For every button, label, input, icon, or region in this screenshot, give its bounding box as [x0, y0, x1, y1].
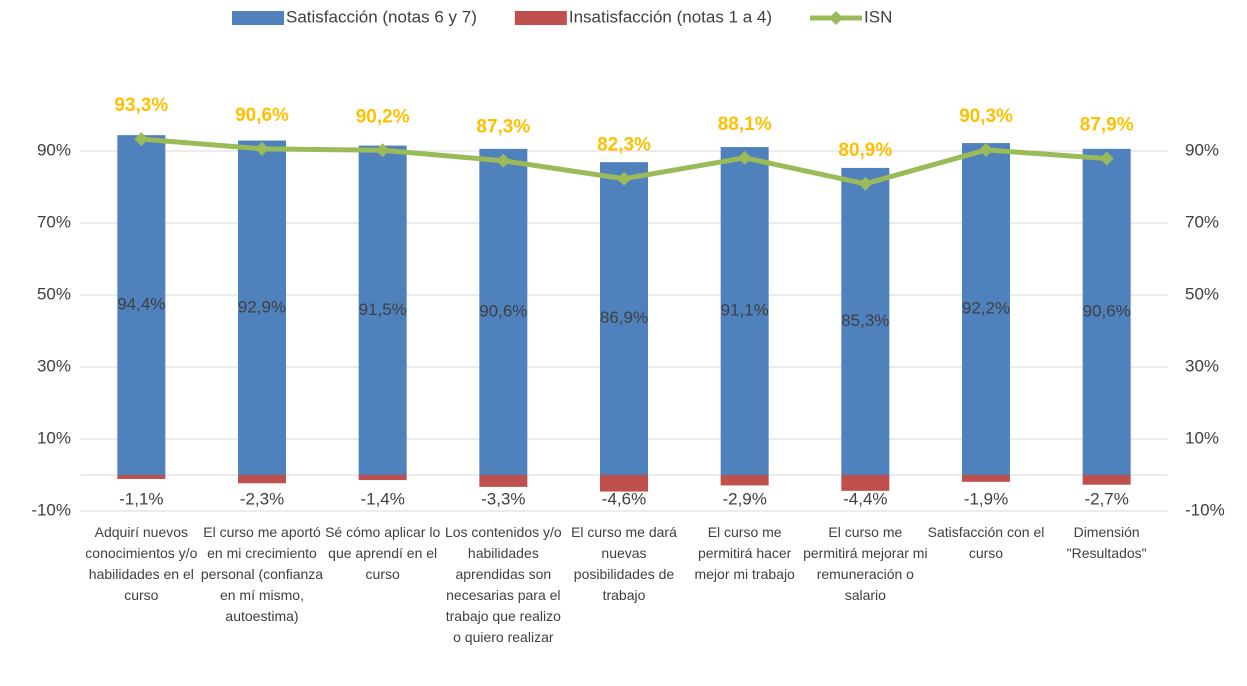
data-label: 93,3%: [114, 95, 168, 116]
line-marker: [496, 153, 511, 168]
y2-tick-label: -10%: [1185, 500, 1225, 519]
data-label: -1,1%: [119, 489, 163, 508]
y-tick-label: 50%: [37, 284, 71, 303]
data-label: 90,6%: [235, 105, 289, 126]
x-tick-label: Sé cómo aplicar lo que aprendí en el cur…: [325, 524, 441, 582]
data-label: 91,1%: [721, 301, 769, 320]
y2-tick-label: 90%: [1185, 140, 1219, 159]
data-label: 94,4%: [117, 295, 165, 314]
data-label: -1,4%: [360, 489, 404, 508]
y2-tick-label: 10%: [1185, 428, 1219, 447]
data-label: -1,9%: [964, 489, 1008, 508]
y-tick-label: 30%: [37, 356, 71, 375]
bar: [962, 143, 1010, 475]
x-tick-label: Satisfacción con el curso: [927, 524, 1045, 561]
line-marker: [1099, 151, 1114, 166]
bar: [358, 475, 407, 481]
bar: [1082, 475, 1131, 485]
data-label: 80,9%: [838, 140, 892, 161]
bar: [117, 135, 166, 475]
y2-tick-label: 70%: [1185, 212, 1219, 231]
y2-tick-label: 30%: [1185, 356, 1219, 375]
data-label: 90,6%: [479, 301, 527, 320]
line-marker: [979, 142, 993, 157]
bar: [479, 148, 528, 475]
data-label: 87,3%: [476, 117, 530, 138]
y-tick-label: 70%: [37, 212, 71, 231]
data-label: 92,9%: [238, 297, 286, 316]
bar: [479, 475, 528, 487]
bar: [841, 167, 890, 476]
legend-swatch: [232, 11, 284, 25]
bar: [1082, 148, 1131, 475]
y2-tick-label: 50%: [1185, 284, 1219, 303]
legend-swatch: [514, 11, 567, 25]
bar: [600, 162, 648, 475]
data-label: 90,2%: [356, 106, 410, 127]
line-marker: [134, 132, 149, 147]
data-label: -4,4%: [843, 489, 887, 508]
x-tick-label: El curso me aportó en mi crecimiento per…: [200, 524, 324, 624]
bar: [841, 475, 890, 491]
data-label: 82,3%: [597, 135, 651, 156]
data-label: -2,7%: [1084, 489, 1128, 508]
y-tick-label: 90%: [37, 140, 71, 159]
y-tick-label: -10%: [31, 500, 71, 519]
x-tick-label: El curso me dará nuevas posibilidades de…: [571, 524, 677, 603]
line-marker: [617, 171, 631, 186]
bar: [238, 140, 286, 475]
bar: [358, 145, 407, 475]
line-marker: [375, 143, 390, 158]
x-tick-label: El curso me permitirá hacer mejor mi tra…: [694, 524, 795, 582]
bar: [720, 475, 769, 486]
data-label: -4,6%: [602, 489, 646, 508]
data-label: 86,9%: [600, 308, 648, 327]
data-label: -2,3%: [240, 489, 284, 508]
x-tick-label: Los contenidos y/o habilidades aprendida…: [444, 524, 562, 645]
data-label: 90,3%: [959, 106, 1013, 127]
bar: [117, 475, 166, 479]
data-label: 92,2%: [962, 299, 1010, 318]
legend-label: Insatisfacción (notas 1 a 4): [569, 7, 772, 26]
data-label: 91,5%: [359, 300, 407, 319]
legend-label: Satisfacción (notas 6 y 7): [286, 7, 477, 26]
data-label: 88,1%: [718, 114, 772, 135]
bar: [720, 147, 769, 476]
x-tick-label: El curso me permitirá mejorar mi remuner…: [803, 524, 928, 603]
legend-swatch: [829, 11, 844, 25]
line-marker: [737, 150, 752, 165]
x-tick-label: Dimensión "Resultados": [1066, 524, 1147, 561]
legend-label: ISN: [864, 7, 892, 26]
bar: [238, 475, 286, 484]
bar: [962, 475, 1010, 482]
y-tick-label: 10%: [37, 428, 71, 447]
data-label: -3,3%: [481, 489, 525, 508]
line-marker: [255, 141, 269, 156]
data-label: 87,9%: [1080, 115, 1134, 136]
data-label: -2,9%: [722, 489, 766, 508]
line-marker: [858, 176, 873, 191]
bar: [600, 475, 648, 492]
data-label: 90,6%: [1083, 301, 1131, 320]
data-label: 85,3%: [841, 311, 889, 330]
x-tick-label: Adquirí nuevos conocimientos y/o habilid…: [85, 524, 198, 603]
